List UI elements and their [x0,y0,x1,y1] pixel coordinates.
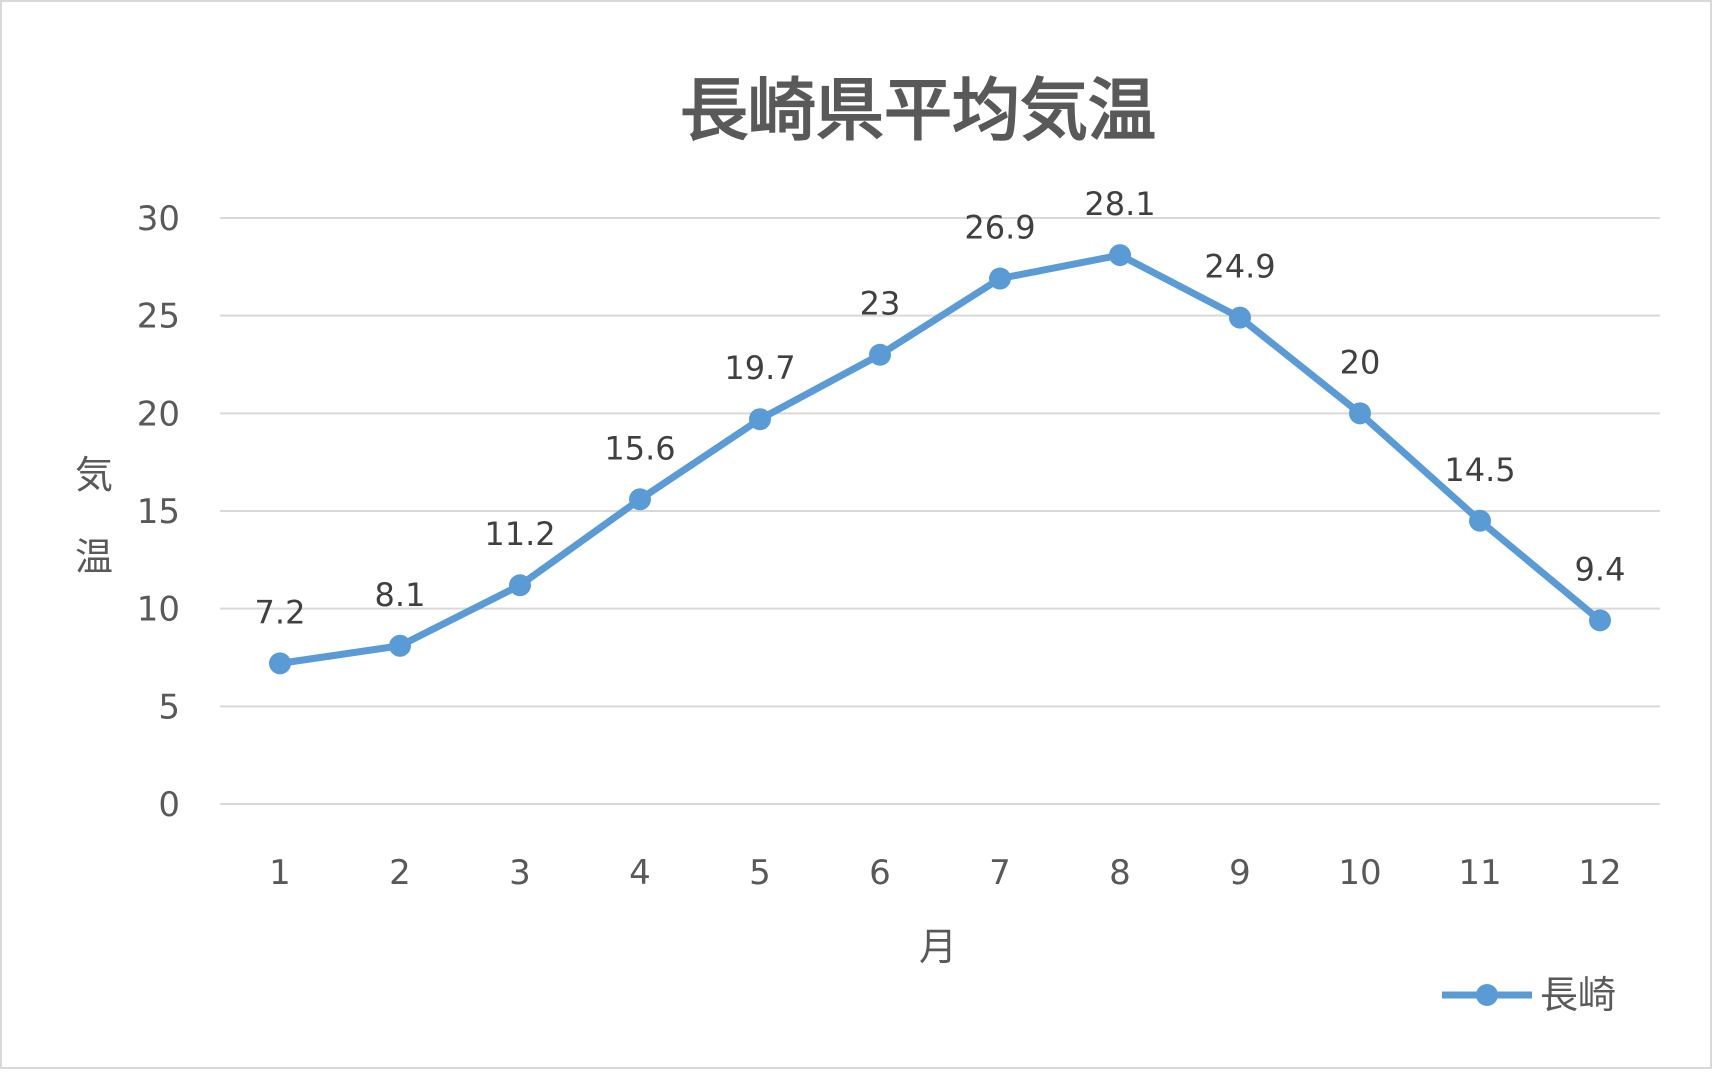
data-label: 11.2 [484,515,555,553]
y-axis-title-text: 気温 [75,453,113,579]
x-tick-label: 4 [629,853,651,893]
data-label: 14.5 [1444,451,1515,489]
data-point [389,634,411,657]
x-axis-ticks: 1 2 3 4 5 6 7 8 9 10 11 12 [269,853,1621,893]
chart-title: 長崎県平均気温 [680,72,1156,151]
y-tick-label: 25 [137,297,180,337]
data-point [1589,609,1611,632]
series-group: 7.2 8.1 11.2 15.6 19.7 23 26.9 28.1 24.9 20 14.5 9.… [255,185,1626,675]
data-point [749,408,771,431]
data-label: 19.7 [724,349,795,387]
y-tick-label: 20 [137,394,180,434]
y-tick-label: 15 [137,492,180,532]
data-point [509,574,531,597]
x-tick-label: 3 [509,853,531,893]
data-label: 24.9 [1204,248,1275,286]
x-axis-title: 月 [919,925,957,969]
x-tick-label: 5 [749,853,771,893]
data-point [1469,509,1491,532]
data-label: 23 [860,285,901,323]
y-tick-label: 0 [158,785,180,825]
x-tick-label: 11 [1458,853,1501,893]
y-tick-label: 30 [137,199,180,239]
y-axis-title: 気温 [75,453,113,579]
data-point [989,267,1011,290]
data-point [1349,402,1371,425]
x-tick-label: 6 [869,853,891,893]
legend-dot-marker [1476,984,1498,1006]
series-line [276,251,1604,667]
data-point [629,488,651,511]
x-tick-label: 8 [1109,853,1131,893]
gridlines [220,217,1660,805]
y-tick-label: 10 [137,590,180,630]
data-label: 20 [1340,343,1381,381]
x-tick-label: 9 [1229,853,1251,893]
x-tick-label: 10 [1338,853,1381,893]
data-label: 7.2 [255,593,306,631]
y-tick-label: 5 [158,687,180,727]
data-point [269,652,291,675]
data-label: 8.1 [375,576,426,614]
legend-label: 長崎 [1540,973,1616,1017]
data-label: 28.1 [1084,185,1155,223]
legend: 長崎 [1442,973,1616,1017]
x-tick-label: 1 [269,853,291,893]
x-tick-label: 2 [389,853,411,893]
data-label: 9.4 [1575,550,1626,588]
x-tick-label: 7 [989,853,1011,893]
y-axis-ticks: 0 5 10 15 20 25 30 [137,199,180,825]
data-point [1229,306,1251,329]
x-tick-label: 12 [1578,853,1621,893]
data-label: 15.6 [604,429,675,467]
data-point [1109,244,1131,267]
data-point [869,343,891,366]
data-label: 26.9 [964,209,1035,247]
